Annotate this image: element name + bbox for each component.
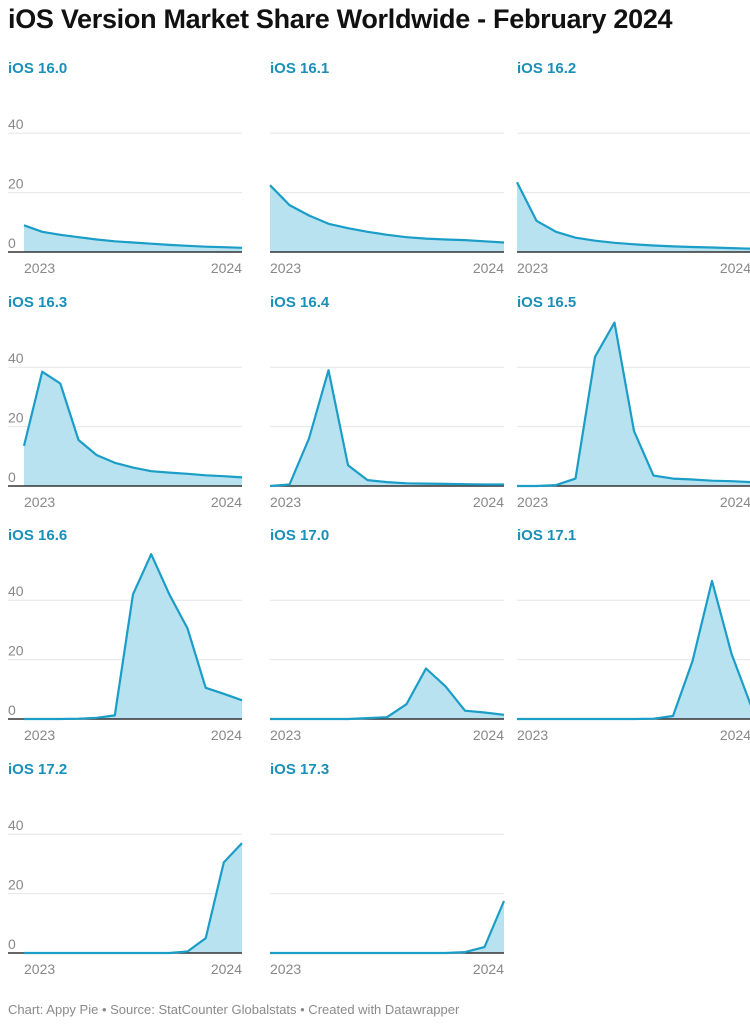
area-fill xyxy=(24,371,242,486)
panel-ios-17-0: iOS 17.0 2023 2024 xyxy=(262,527,512,752)
area-fill xyxy=(270,901,504,953)
data-line xyxy=(24,842,243,955)
area-chart: 2023 2024 xyxy=(270,833,506,977)
data-line xyxy=(516,181,750,250)
y-tick-label: 20 xyxy=(8,410,24,426)
panel-title: iOS 16.3 xyxy=(8,294,68,311)
panel-title: iOS 17.2 xyxy=(8,761,68,778)
area-fill xyxy=(24,554,242,719)
area-fill xyxy=(270,668,504,719)
x-tick-label: 2023 xyxy=(517,260,548,276)
panel-ios-16-0: iOS 16.0 0 20 40 2023 2024 xyxy=(0,60,250,285)
y-tick-label: 0 xyxy=(8,235,16,251)
x-tick-label: 2023 xyxy=(270,727,301,743)
area-chart: 2023 2024 xyxy=(269,366,504,510)
x-tick-label: 2024 xyxy=(720,494,750,510)
panel-ios-16-3: iOS 16.3 0 20 40 2023 2024 xyxy=(0,294,250,519)
y-tick-label: 40 xyxy=(8,350,24,366)
panel-ios-17-2: iOS 17.2 0 20 40 2023 2024 xyxy=(0,761,250,986)
x-tick-label: 2024 xyxy=(211,961,242,977)
x-tick-label: 2023 xyxy=(270,494,301,510)
panel-ios-16-4: iOS 16.4 2023 2024 xyxy=(262,294,512,519)
y-tick-label: 20 xyxy=(8,176,24,192)
x-tick-label: 2024 xyxy=(211,494,242,510)
panel-title: iOS 16.5 xyxy=(517,294,577,311)
area-fill xyxy=(24,225,242,252)
data-line xyxy=(269,184,505,244)
x-tick-label: 2023 xyxy=(24,494,55,510)
x-tick-label: 2024 xyxy=(720,727,750,743)
area-chart: 2023 2024 xyxy=(516,132,750,276)
area-chart: 2023 2024 xyxy=(269,132,505,276)
chart-footer: Chart: Appy Pie • Source: StatCounter Gl… xyxy=(8,1002,460,1017)
panel-ios-16-6: iOS 16.6 0 20 40 2023 2024 xyxy=(0,527,250,752)
data-line xyxy=(269,369,504,488)
y-tick-label: 40 xyxy=(8,116,24,132)
data-line xyxy=(517,579,750,721)
x-tick-label: 2023 xyxy=(24,727,55,743)
panel-title: iOS 17.3 xyxy=(270,761,330,778)
x-tick-label: 2023 xyxy=(517,494,548,510)
area-chart: 0 20 40 2023 2024 xyxy=(8,553,243,743)
panel-ios-16-2: iOS 16.2 2023 2024 xyxy=(509,60,750,285)
x-tick-label: 2024 xyxy=(473,494,504,510)
area-chart: 0 20 40 2023 2024 xyxy=(8,350,243,510)
area-chart: 0 20 40 2023 2024 xyxy=(8,817,243,977)
y-tick-label: 40 xyxy=(8,817,24,833)
x-tick-label: 2023 xyxy=(270,961,301,977)
chart-title: iOS Version Market Share Worldwide - Feb… xyxy=(8,4,673,34)
panel-title: iOS 17.1 xyxy=(517,527,577,544)
x-tick-label: 2024 xyxy=(473,727,504,743)
panel-title: iOS 16.1 xyxy=(270,60,330,77)
panel-ios-16-1: iOS 16.1 2023 2024 xyxy=(262,60,512,285)
x-tick-label: 2023 xyxy=(270,260,301,276)
x-tick-label: 2024 xyxy=(211,260,242,276)
panel-ios-16-5: iOS 16.5 2023 2024 xyxy=(509,294,750,519)
x-tick-label: 2024 xyxy=(720,260,750,276)
data-line xyxy=(24,553,243,721)
x-tick-label: 2024 xyxy=(211,727,242,743)
x-tick-label: 2023 xyxy=(24,961,55,977)
area-fill xyxy=(24,843,242,953)
area-chart: 2023 2024 xyxy=(270,599,505,743)
data-line xyxy=(22,370,243,479)
panel-title: iOS 17.0 xyxy=(270,527,330,544)
area-chart: 0 20 40 2023 2024 xyxy=(8,116,243,276)
panel-title: iOS 16.0 xyxy=(8,60,68,77)
area-chart: 2023 2024 xyxy=(517,321,750,510)
panel-ios-17-3: iOS 17.3 2023 2024 xyxy=(262,761,512,986)
y-tick-label: 0 xyxy=(8,702,16,718)
data-line xyxy=(270,900,506,955)
x-tick-label: 2023 xyxy=(517,727,548,743)
panel-title: iOS 16.4 xyxy=(270,294,330,311)
panel-title: iOS 16.6 xyxy=(8,527,68,544)
area-chart: 2023 2024 xyxy=(517,579,750,743)
y-tick-label: 0 xyxy=(8,936,16,952)
area-fill xyxy=(270,185,504,252)
panel-title: iOS 16.2 xyxy=(517,60,577,77)
area-fill xyxy=(517,580,750,719)
x-tick-label: 2024 xyxy=(473,961,504,977)
area-fill xyxy=(517,322,750,486)
panel-ios-17-1: iOS 17.1 2023 2024 xyxy=(509,527,750,752)
y-tick-label: 20 xyxy=(8,877,24,893)
data-line xyxy=(270,667,505,721)
area-fill xyxy=(517,182,750,252)
y-tick-label: 20 xyxy=(8,643,24,659)
data-line xyxy=(517,321,750,488)
area-fill xyxy=(270,370,504,486)
y-tick-label: 40 xyxy=(8,583,24,599)
y-tick-label: 0 xyxy=(8,469,16,485)
x-tick-label: 2023 xyxy=(24,260,55,276)
x-tick-label: 2024 xyxy=(473,260,504,276)
data-line xyxy=(23,224,243,249)
